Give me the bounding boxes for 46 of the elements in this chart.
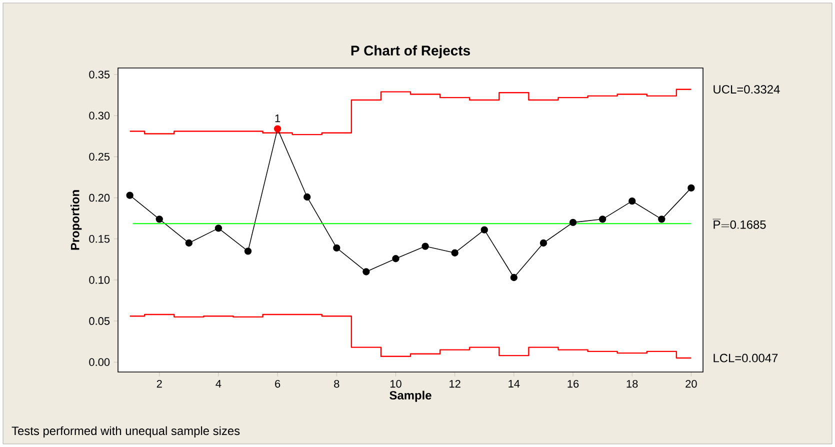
ref-line-label: $\overline{\mathrm{P}}\mathrm{{=}0.1685}$: [712, 219, 766, 229]
y-tick-label: 0.10: [89, 276, 110, 284]
point: [480, 226, 488, 234]
point: [126, 192, 134, 199]
chart-title: P Chart of Rejects: [351, 45, 470, 58]
x-tick-label: 10: [390, 380, 402, 388]
point: [392, 255, 400, 262]
x-tick-label: 2: [156, 380, 162, 388]
series-label: UCL=0.3324: [714, 85, 780, 94]
point: [185, 239, 193, 247]
y-tick-label: 0.35: [89, 70, 110, 78]
point: [451, 249, 458, 256]
point: [362, 268, 370, 276]
x-tick-label: 12: [450, 380, 460, 388]
x-tick-label: 18: [626, 380, 638, 388]
x-tick-label: 16: [568, 380, 579, 388]
y-tick-label: 0.25: [89, 152, 110, 161]
point: [598, 216, 606, 223]
point: [510, 274, 518, 282]
y-tick-label: 0.15: [89, 235, 110, 243]
y-tick-label: 0.05: [89, 317, 110, 325]
point: [274, 125, 282, 132]
text: Tests performed with unequal sample sizes: [12, 426, 240, 438]
x-tick-label: 8: [334, 380, 340, 388]
point: [214, 224, 222, 232]
series-label: LCL=0.0047: [714, 354, 778, 362]
point: [333, 244, 340, 252]
point: [658, 216, 666, 223]
annotation: 1: [275, 114, 280, 122]
point: [156, 216, 163, 223]
point: [304, 193, 311, 201]
point: [422, 242, 429, 250]
y-axis-title: Proportion: [70, 190, 82, 250]
point: [540, 239, 548, 247]
x-tick-label: 20: [686, 380, 697, 388]
point: [244, 248, 252, 255]
point: [688, 184, 695, 192]
x-tick-label: 4: [216, 380, 222, 388]
point: [569, 218, 577, 226]
y-tick-label: 0.30: [89, 112, 110, 120]
x-tick-label: 14: [508, 380, 520, 388]
point: [628, 198, 636, 205]
y-tick-label: 0.00: [89, 358, 110, 366]
x-axis-title: Sample: [390, 390, 432, 402]
x-tick-label: 6: [275, 380, 280, 388]
y-tick-label: 0.20: [89, 194, 110, 202]
